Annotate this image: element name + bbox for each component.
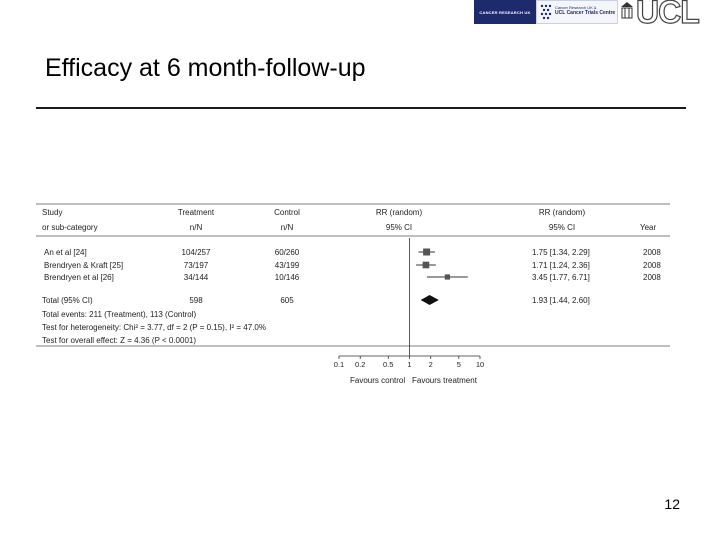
- header-control-nn: n/N: [280, 223, 294, 232]
- header-treatment: Treatment: [177, 208, 215, 217]
- x-tick-label: 1: [407, 360, 411, 369]
- page-number: 12: [664, 496, 680, 512]
- study-control: 60/260: [274, 248, 300, 257]
- total-rr-text: 1.93 [1.44, 2.60]: [532, 296, 590, 305]
- forest-plot: Study or sub-category Treatment n/N Cont…: [36, 200, 686, 394]
- ucl-portico-icon: [621, 2, 633, 19]
- slide-title: Efficacy at 6 month-follow-up: [45, 54, 366, 82]
- header-subcategory: or sub-category: [42, 223, 98, 232]
- total-treatment: 598: [189, 296, 203, 305]
- x-tick-label: 2: [429, 360, 433, 369]
- header-year: Year: [640, 223, 657, 232]
- study-rr-text: 3.45 [1.77, 6.71]: [532, 273, 590, 282]
- study-year: 2008: [643, 261, 661, 270]
- dots-emblem-icon: [540, 4, 552, 20]
- title-divider: [36, 107, 686, 109]
- header-rr-plot: RR (random): [375, 208, 423, 217]
- study-point-marker: [444, 274, 451, 280]
- cancer-trials-logo: Cancer Research UK & UCL Cancer Trials C…: [536, 0, 618, 24]
- study-control: 10/146: [274, 273, 300, 282]
- forest-plot-graphic: 0.1 0.2 0.5 1 2 5 10: [36, 203, 670, 369]
- cancer-research-uk-logo: CANCER RESEARCH UK: [474, 0, 536, 24]
- x-tick-label: 0.5: [383, 360, 393, 369]
- cancer-trials-line2: UCL Cancer Trials Centre: [555, 10, 616, 16]
- cr-logo-text: CANCER RESEARCH UK: [479, 9, 531, 15]
- header-rr-text: RR (random): [538, 208, 586, 217]
- x-tick-label: 10: [476, 360, 484, 369]
- stats-heterogeneity: Test for heterogeneity: Chi² = 3.77, df …: [42, 323, 266, 332]
- header-control: Control: [274, 208, 300, 217]
- ucl-letters: UCL: [635, 0, 700, 30]
- study-year: 2008: [643, 248, 661, 257]
- study-point-marker: [423, 248, 431, 256]
- study-name: An et al [24]: [44, 248, 87, 257]
- x-tick-label: 0.2: [355, 360, 365, 369]
- x-tick-label: 0.1: [334, 360, 344, 369]
- ucl-logo: UCL: [620, 0, 720, 29]
- study-control: 43/199: [274, 261, 300, 270]
- pooled-estimate-diamond: [420, 295, 439, 305]
- stats-overall-effect: Test for overall effect: Z = 4.36 (P < 0…: [42, 336, 197, 345]
- study-treatment: 73/197: [183, 261, 209, 270]
- study-year: 2008: [643, 273, 661, 282]
- header-rr-text-ci: 95% CI: [548, 223, 576, 232]
- axis-label-favours-control: Favours control: [350, 376, 406, 385]
- header-treatment-nn: n/N: [189, 223, 203, 232]
- study-name: Brendryen & Kraft [25]: [44, 261, 124, 270]
- x-tick-label: 5: [457, 360, 461, 369]
- study-treatment: 104/257: [181, 248, 211, 257]
- cancer-trials-line1: Cancer Research UK &: [555, 5, 597, 10]
- study-name: Brendryen et al [26]: [44, 273, 114, 282]
- total-control: 605: [280, 296, 294, 305]
- study-rr-text: 1.75 [1.34, 2.29]: [532, 248, 590, 257]
- axis-label-favours-treatment: Favours treatment: [412, 376, 477, 385]
- total-label: Total (95% CI): [42, 296, 93, 305]
- header-rr-plot-ci: 95% CI: [385, 223, 413, 232]
- stats-total-events: Total events: 211 (Treatment), 113 (Cont…: [42, 310, 197, 319]
- header-study: Study: [42, 208, 63, 217]
- study-rr-text: 1.71 [1.24, 2.36]: [532, 261, 590, 270]
- study-treatment: 34/144: [183, 273, 209, 282]
- header-logos: CANCER RESEARCH UK Cancer Research UK & …: [474, 0, 720, 29]
- study-point-marker: [422, 261, 430, 269]
